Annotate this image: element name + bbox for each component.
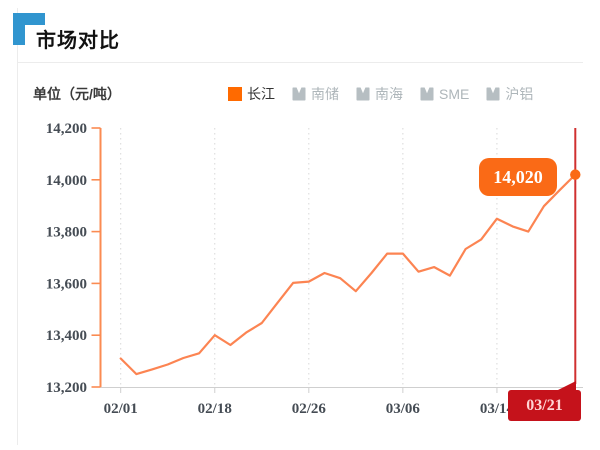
- axis-pointer-tip: [556, 381, 576, 391]
- unit-label: 单位（元/吨）: [33, 86, 121, 102]
- x-axis-label: 03/06: [386, 401, 421, 417]
- inactive-series-notched-square-icon: [486, 87, 500, 101]
- line-chart-canvas[interactable]: 14,200 14,000 13,800 13,600 13,400 13,200 02/0…: [0, 115, 600, 445]
- y-axis-label: 13,600: [46, 276, 87, 292]
- inactive-series-notched-square-icon: [292, 87, 306, 101]
- x-axis-label: 03/14: [480, 401, 515, 417]
- chart-legend: 长江 南储 南海 SME 沪铝: [228, 84, 533, 104]
- title-divider: [18, 62, 583, 63]
- series-swatch-icon: [228, 87, 242, 101]
- y-axis-label: 14,200: [46, 121, 87, 137]
- y-axis-label: 13,200: [46, 380, 87, 396]
- card-border: [17, 8, 18, 445]
- legend-item-label: 南储: [311, 86, 339, 102]
- legend-item-label: SME: [439, 86, 470, 102]
- legend-item-2[interactable]: 南海: [356, 84, 403, 104]
- last-value-tooltip: 14,020: [479, 158, 557, 196]
- last-point-marker: [570, 169, 581, 180]
- y-axis-label: 14,000: [46, 173, 87, 189]
- legend-item-3[interactable]: SME: [420, 86, 469, 102]
- inactive-series-notched-square-icon: [420, 87, 434, 101]
- legend-item-1[interactable]: 南储: [292, 84, 339, 104]
- x-axis-label: 02/18: [198, 401, 232, 417]
- legend-item-label: 沪铝: [505, 86, 534, 102]
- legend-item-label: 长江: [247, 86, 275, 102]
- legend-item-label: 南海: [375, 86, 403, 102]
- x-axis-label: 02/26: [292, 401, 327, 417]
- y-axis-label: 13,400: [46, 328, 87, 344]
- axis-pointer-date-label: 03/21: [508, 390, 581, 421]
- legend-item-0[interactable]: 长江: [228, 84, 275, 104]
- y-axis-label: 13,800: [46, 225, 87, 241]
- corner-bracket-decoration: [13, 13, 45, 45]
- inactive-series-notched-square-icon: [356, 87, 370, 101]
- series-line-changjiang: [119, 173, 577, 376]
- x-axis-label: 02/01: [104, 401, 138, 417]
- legend-item-4[interactable]: 沪铝: [486, 84, 533, 104]
- page-title: 市场对比: [36, 30, 120, 52]
